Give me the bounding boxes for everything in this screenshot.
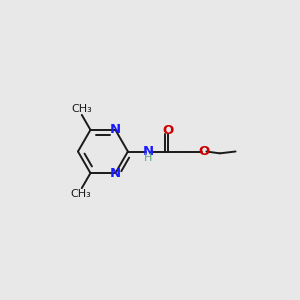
Text: N: N [110, 167, 121, 180]
Text: O: O [199, 145, 210, 158]
Text: CH₃: CH₃ [71, 189, 92, 199]
Text: N: N [110, 123, 121, 136]
Text: H: H [144, 153, 152, 164]
Text: CH₃: CH₃ [71, 104, 92, 114]
Text: O: O [162, 124, 173, 137]
Text: N: N [142, 145, 154, 158]
